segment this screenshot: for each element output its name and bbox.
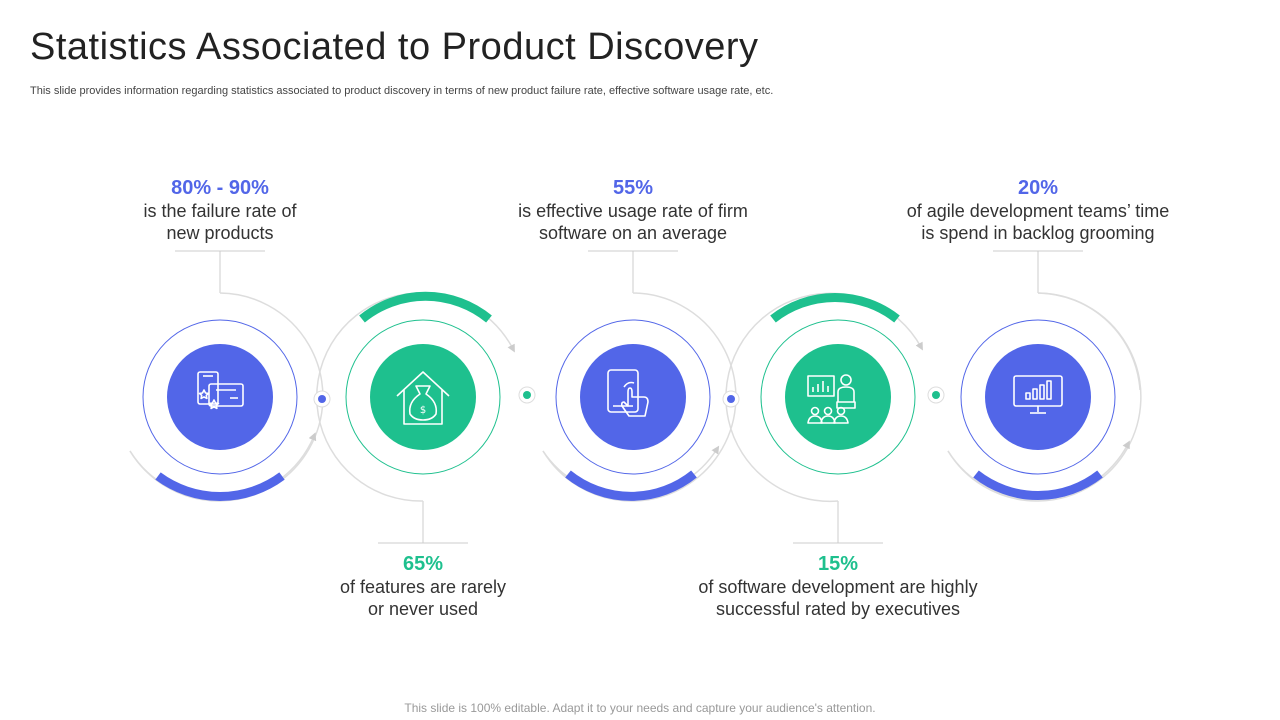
page-title: Statistics Associated to Product Discove… <box>30 26 759 68</box>
stat-2-line2: or never used <box>367 599 479 619</box>
stat-4-line1: of software development are highly <box>698 577 978 597</box>
connector-dots <box>313 386 945 408</box>
stat-3-line1: is effective usage rate of firm <box>518 201 748 221</box>
stat-1: 80% - 90% is the failure rate of new pro… <box>60 176 380 244</box>
stat-3-value: 55% <box>612 177 654 199</box>
stat-4-value: 15% <box>817 553 859 575</box>
stat-5-line2: is spend in backlog grooming <box>921 223 1155 243</box>
stat-5: 20% of agile development teams’ time is … <box>878 176 1198 244</box>
stat-node-5 <box>947 292 1142 502</box>
stat-4: 15% of software development are highly s… <box>678 552 998 620</box>
stat-5-line1: of agile development teams’ time <box>906 201 1170 221</box>
stat-node-1 <box>129 292 324 502</box>
stat-1-value: 80% - 90% <box>171 177 269 199</box>
footer-note: This slide is 100% editable. Adapt it to… <box>404 701 876 715</box>
tablet-touch-icon <box>607 369 649 417</box>
stat-2-value: 65% <box>402 553 444 575</box>
monitor-chart-icon <box>1013 375 1063 414</box>
stat-3: 55% is effective usage rate of firm soft… <box>473 176 793 244</box>
stat-2: 65% of features are rarely or never used <box>263 552 583 620</box>
stat-4-line2: successful rated by executives <box>715 599 961 619</box>
stat-2-line1: of features are rarely <box>339 577 507 597</box>
stat-node-2: $ <box>316 291 515 502</box>
leader-lines <box>175 250 1083 544</box>
stat-node-3 <box>542 292 737 502</box>
stat-3-line2: software on an average <box>538 223 728 243</box>
product-cards-icon <box>197 371 244 410</box>
presentation-audience-icon <box>807 374 856 424</box>
page-subtitle: This slide provides information regardin… <box>30 85 774 97</box>
stat-5-value: 20% <box>1017 177 1059 199</box>
stat-1-line2: new products <box>166 223 274 243</box>
stat-node-4 <box>725 292 923 503</box>
house-money-bag-icon: $ <box>396 371 450 425</box>
svg-text:$: $ <box>420 405 426 416</box>
stat-1-line1: is the failure rate of <box>143 201 297 221</box>
